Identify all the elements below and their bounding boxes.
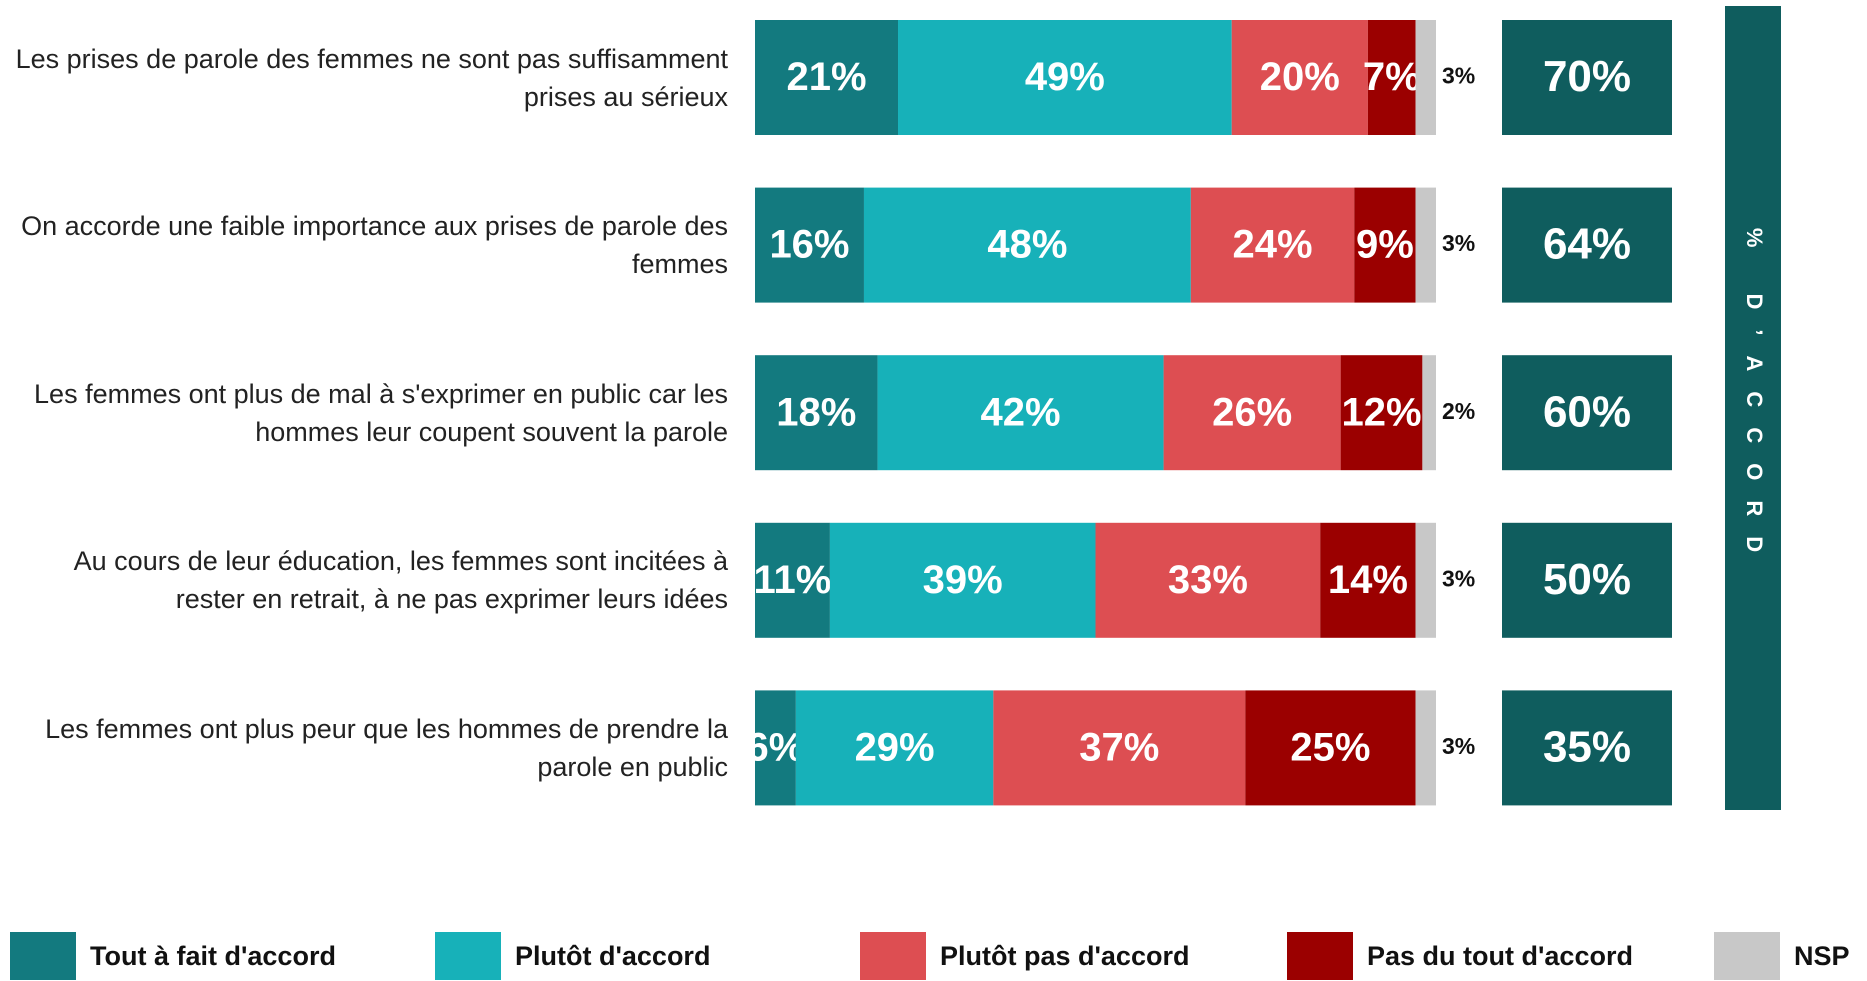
value-label: 3%: [1442, 63, 1475, 89]
value-label: 49%: [1025, 55, 1105, 99]
bar-segment: [877, 355, 1164, 471]
bar-segment: [755, 522, 830, 638]
bar-segment: [898, 20, 1232, 135]
value-label: 33%: [1168, 558, 1248, 602]
value-label: 9%: [1356, 223, 1414, 267]
total-label: 35%: [1543, 723, 1631, 772]
value-label: 24%: [1233, 223, 1313, 267]
total-box: [1502, 355, 1672, 471]
bar-segment: [1340, 355, 1423, 471]
total-label: 50%: [1543, 555, 1631, 604]
value-label: 3%: [1442, 230, 1475, 256]
bar-segment: [863, 187, 1191, 303]
vertical-box: [1725, 6, 1781, 810]
value-label: 20%: [1260, 55, 1340, 99]
total-box: [1502, 690, 1672, 806]
category-label: Les prises de parole des femmes ne sont …: [15, 43, 728, 112]
total-label: 70%: [1543, 52, 1631, 101]
legend-label: NSP: [1794, 941, 1850, 971]
legend-label: Plutôt d'accord: [515, 941, 710, 971]
bar-segment: [1415, 20, 1436, 135]
value-label: 11%: [754, 558, 832, 602]
vertical-label: % D’ACCORD: [1742, 228, 1767, 572]
bar-segment: [1245, 690, 1416, 806]
value-label: 37%: [1079, 725, 1159, 769]
value-label: 21%: [786, 55, 866, 99]
category-label: On accorde une faible importance aux pri…: [21, 211, 728, 280]
bar-segment: [755, 690, 796, 806]
value-label: 26%: [1212, 390, 1292, 434]
total-box: [1502, 20, 1672, 135]
legend-swatch: [435, 932, 501, 980]
bar-segment: [755, 355, 878, 471]
category-label: Les femmes ont plus de mal à s'exprimer …: [34, 378, 728, 447]
value-label: 16%: [769, 223, 849, 267]
bar-segment: [1415, 522, 1436, 638]
value-label: 18%: [776, 390, 856, 434]
bar-segment: [1422, 355, 1436, 471]
bar-segment: [1231, 20, 1368, 135]
total-box: [1502, 522, 1672, 638]
bar-segment: [993, 690, 1246, 806]
value-label: 25%: [1290, 725, 1370, 769]
value-label: 2%: [1442, 398, 1475, 424]
bar-segment: [1163, 355, 1341, 471]
value-label: 3%: [1442, 733, 1475, 759]
legend-swatch: [1287, 932, 1353, 980]
bar-segment: [1415, 690, 1436, 806]
bar-segment: [829, 522, 1096, 638]
bar-segment: [1367, 20, 1416, 135]
bar-segment: [755, 20, 899, 135]
value-label: 29%: [855, 725, 935, 769]
value-label: 3%: [1442, 565, 1475, 591]
bar-segment: [1190, 187, 1355, 303]
total-label: 60%: [1543, 387, 1631, 436]
bar-segment: [1354, 187, 1416, 303]
bar-segment: [1415, 187, 1436, 303]
bar-segment: [795, 690, 994, 806]
category-label: Au cours de leur éducation, les femmes s…: [73, 546, 728, 615]
legend-swatch: [10, 932, 76, 980]
legend-swatch: [860, 932, 926, 980]
category-label: Les femmes ont plus peur que les hommes …: [45, 713, 728, 782]
value-label: 6%: [747, 725, 805, 769]
legend-label: Plutôt pas d'accord: [940, 941, 1189, 971]
bar-segment: [1320, 522, 1416, 638]
legend-swatch: [1714, 932, 1780, 980]
value-label: 42%: [981, 390, 1061, 434]
bar-segment: [755, 187, 864, 303]
value-label: 14%: [1328, 558, 1408, 602]
bar-segment: [1095, 522, 1321, 638]
total-box: [1502, 187, 1672, 303]
value-label: 39%: [923, 558, 1003, 602]
value-label: 7%: [1363, 55, 1421, 99]
value-label: 12%: [1341, 390, 1421, 434]
legend-label: Pas du tout d'accord: [1367, 941, 1633, 971]
value-label: 48%: [987, 223, 1067, 267]
legend-label: Tout à fait d'accord: [90, 941, 336, 971]
total-label: 64%: [1543, 220, 1631, 269]
